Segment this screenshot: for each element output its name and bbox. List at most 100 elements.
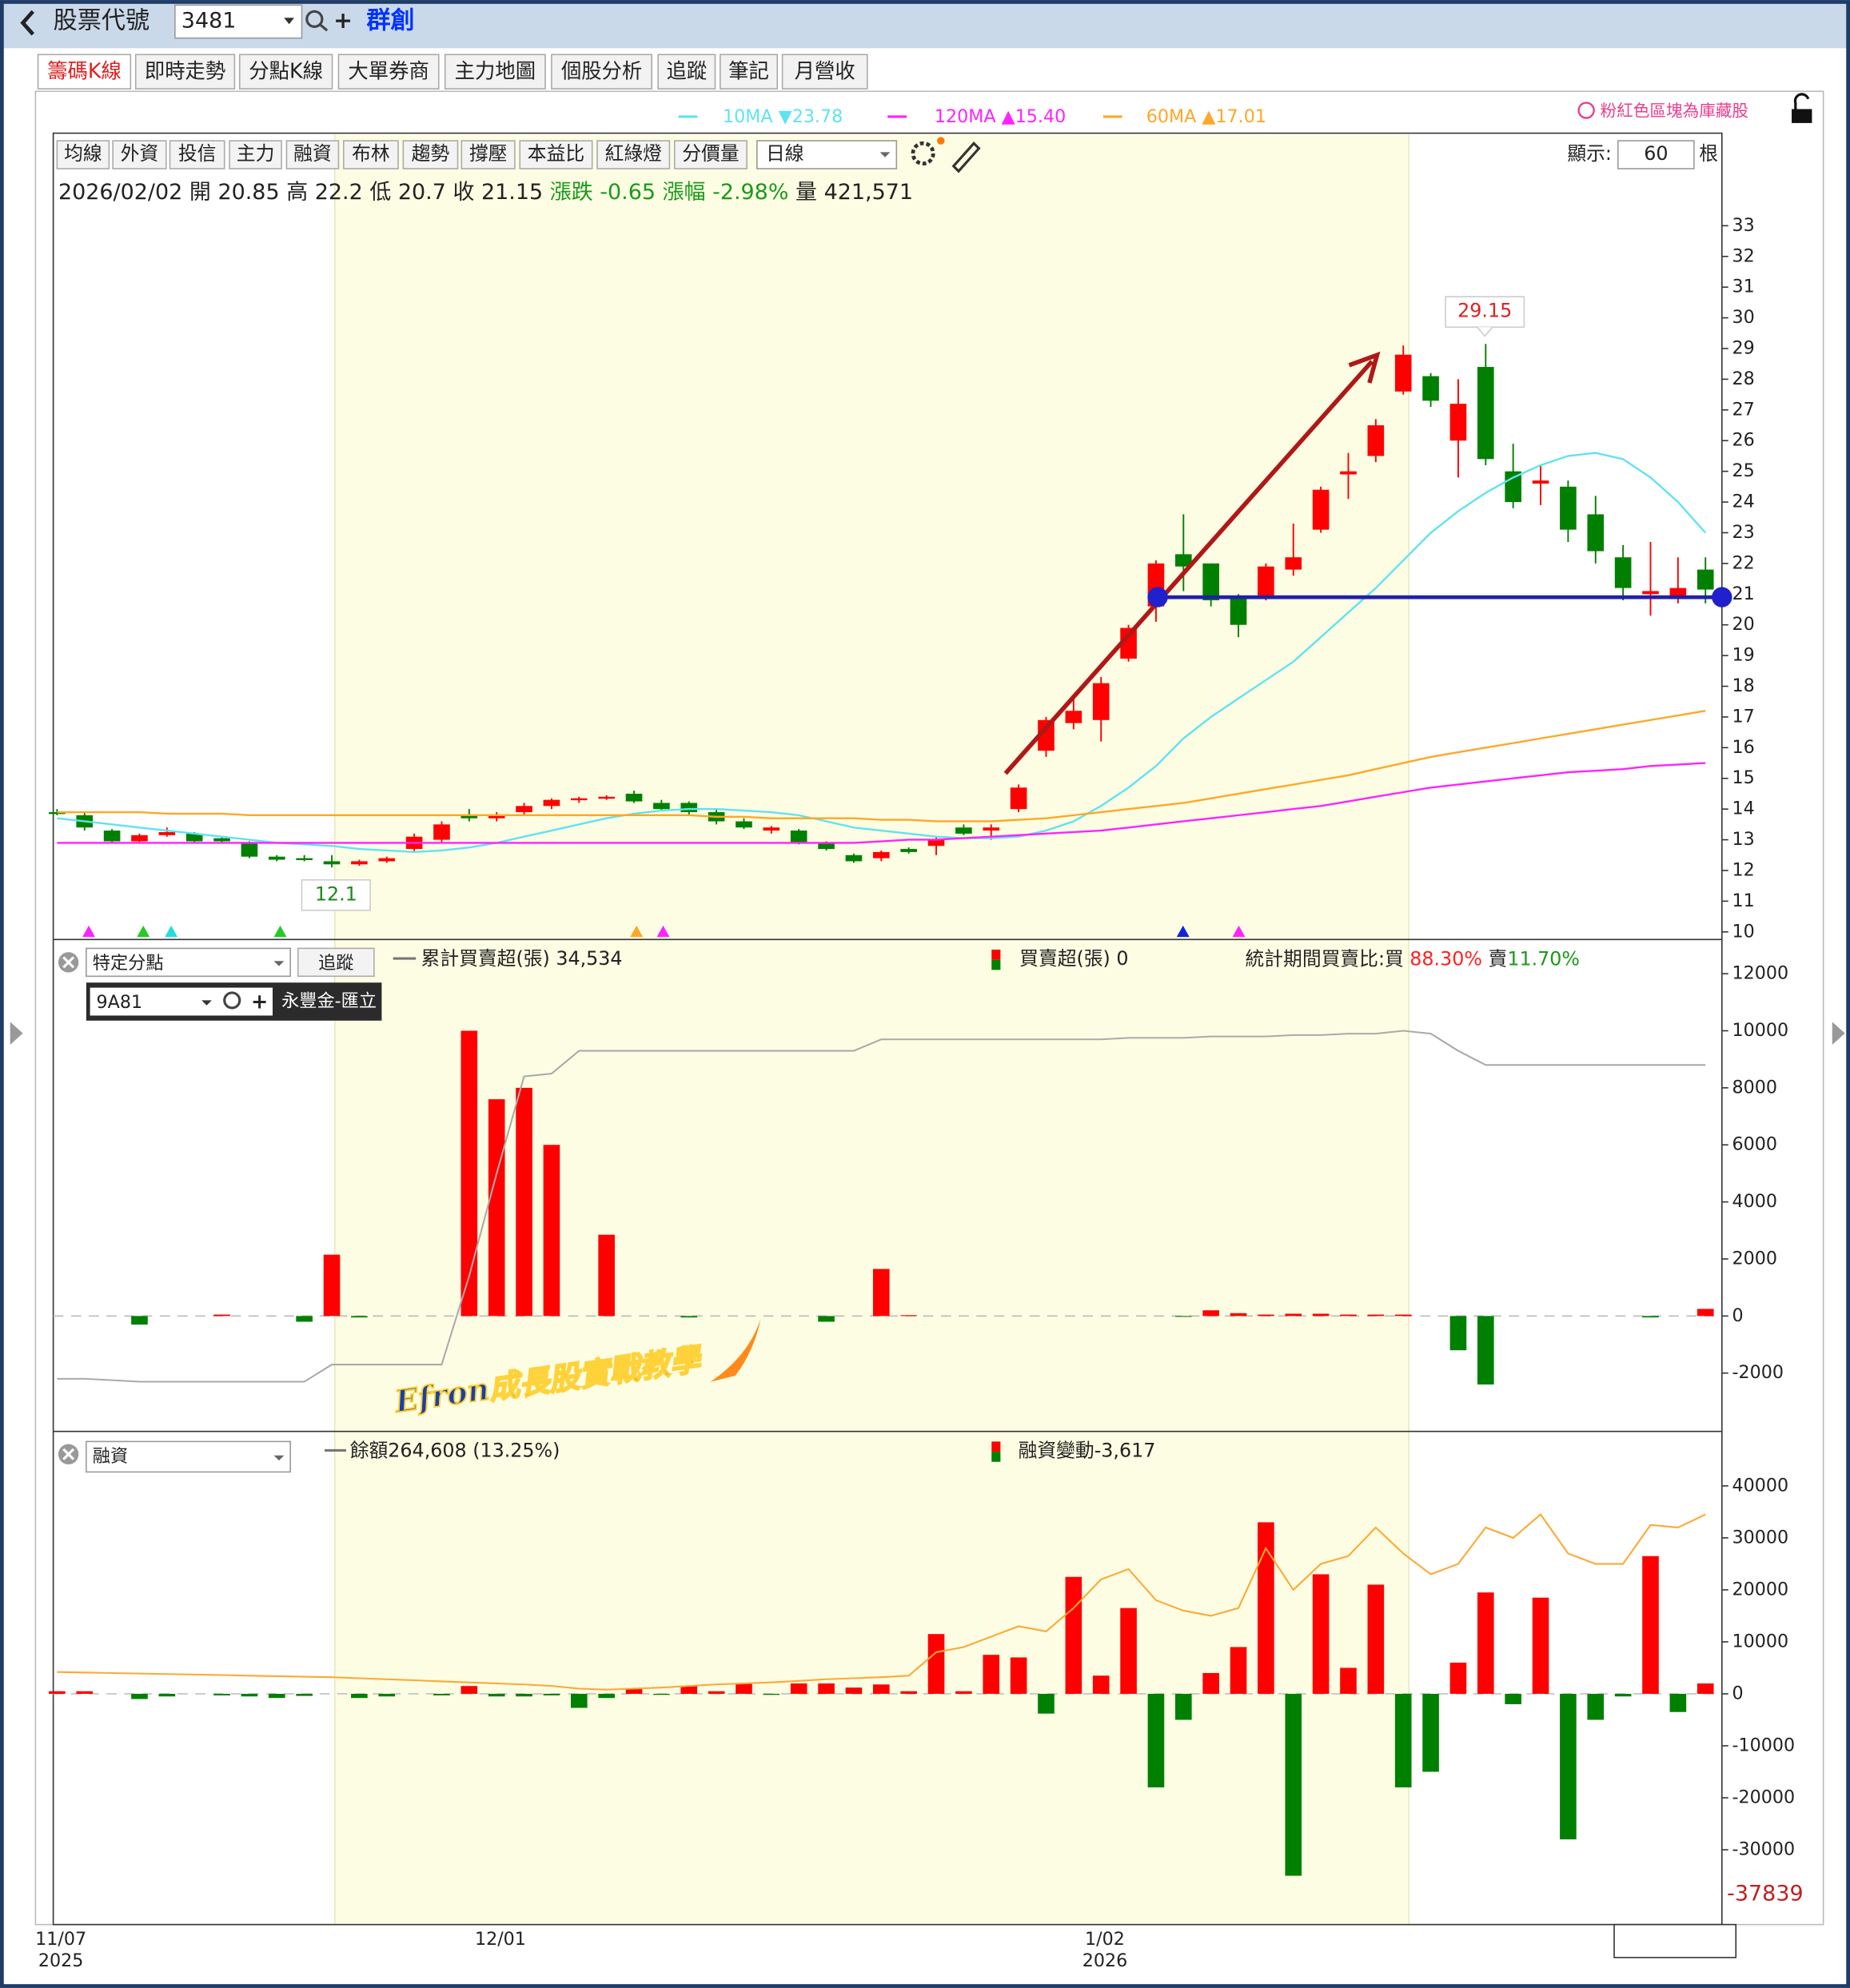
bar [1038,1693,1055,1714]
track-button[interactable] [297,947,375,978]
legend-entry: 累計買賣超(張) 34,534 [421,947,623,970]
legend-name: 60MA [1146,106,1197,126]
y-tick-label: 20000 [1732,1579,1789,1600]
tool-button[interactable] [56,140,110,169]
bar [1174,1693,1192,1720]
settings-icon[interactable] [911,141,935,166]
bar [1285,1693,1302,1876]
dropdown-icon[interactable] [284,18,294,25]
legend-swatch [991,1452,1001,1462]
tab[interactable] [720,54,779,90]
y-tick-label: 0 [1732,1683,1744,1703]
candle-body [983,827,1000,831]
tab[interactable] [657,54,716,90]
bar [1422,1693,1439,1772]
tab[interactable] [37,54,132,90]
add-icon[interactable]: + [333,7,353,34]
scroll-right[interactable] [1832,1022,1845,1045]
y-tick-label: 10000 [1732,1020,1789,1041]
quote-value: 421,571 [824,180,913,205]
bar [1340,1667,1357,1694]
tool-button[interactable] [402,140,459,169]
marker [165,925,178,938]
bar [872,1269,890,1317]
bar [736,1683,752,1694]
tool-button[interactable] [461,140,516,169]
y-tick-label: 33 [1732,215,1755,236]
add-icon[interactable]: + [251,990,268,1014]
y-tick-label: 20 [1732,614,1755,635]
y-tick-label: 10 [1732,921,1755,942]
tool-button[interactable] [112,140,167,169]
bar [1147,1693,1165,1788]
search-icon[interactable] [223,991,241,1010]
bar [1449,1316,1467,1351]
scroll-left[interactable] [10,1022,23,1045]
y-tick-label: 2000 [1732,1248,1777,1269]
tab[interactable] [337,54,440,90]
quote-value: -2.98% [712,180,788,205]
bar [131,1316,148,1325]
tool-button[interactable] [343,140,399,169]
bar [983,1655,1000,1694]
marker [656,925,670,938]
tool-button[interactable] [169,140,225,169]
note: 粉紅色區塊為庫藏股 [1601,102,1748,121]
bar [1587,1693,1605,1720]
tab[interactable] [781,54,868,90]
y-tick-label: 18 [1732,675,1755,696]
bar [543,1145,560,1317]
tab[interactable] [238,54,333,90]
y-tick-label: 30 [1732,307,1755,328]
bar [433,1693,450,1695]
lock-icon[interactable] [1792,109,1812,123]
annotation-box [1445,296,1525,329]
tool-label: 均線 [64,142,102,165]
candle-body [955,827,972,834]
candle-body [1340,471,1357,475]
candle-body [296,858,313,860]
broker-input[interactable] [90,987,273,1016]
tool-button[interactable] [519,140,593,169]
stats: 統計期間買賣比:買 88.30% 賣11.70% [1245,947,1580,970]
tool-button[interactable] [229,140,282,169]
y-tick-label: 26 [1732,430,1755,451]
legend-value: ▼23.78 [779,106,843,126]
period-select[interactable] [756,140,898,169]
y-tick-label: 11 [1732,890,1755,911]
pen-icon[interactable] [951,141,981,173]
candle-body [598,796,615,799]
bar [598,1693,615,1699]
tab[interactable] [444,54,546,90]
legend-swatch [991,949,1001,960]
bar [241,1693,258,1697]
tool-button[interactable] [673,140,748,169]
y-tick-label: -20000 [1732,1787,1796,1808]
moving-average [57,710,1706,823]
mode-select[interactable] [86,947,291,978]
display-input[interactable] [1617,140,1695,169]
x-year-label: 2025 [38,1950,83,1971]
lock-icon [1793,93,1810,110]
y-tick-label: 13 [1732,829,1755,850]
trend-arrow [1003,360,1374,775]
back-button[interactable] [20,10,35,36]
y-tick-label: 4000 [1732,1191,1777,1212]
candle-body [516,806,532,812]
candle-body [1532,480,1549,484]
mode-select[interactable] [86,1440,291,1473]
y-tick-label: 31 [1732,277,1755,297]
tab[interactable] [134,54,236,90]
candle-body [351,861,368,865]
quote: 2026/02/02 開 20.85 高 22.2 低 20.7 收 21.15… [58,180,913,205]
tool-button[interactable] [596,140,671,169]
annotation-pointer [1477,326,1493,337]
y-tick-label: 12000 [1732,963,1789,984]
candle-body [845,855,863,862]
bar [1696,1309,1714,1317]
bar [1120,1608,1137,1694]
code-input[interactable] [174,4,303,39]
tab[interactable] [551,54,653,90]
search-icon[interactable] [305,10,324,28]
tool-button[interactable] [285,140,340,169]
